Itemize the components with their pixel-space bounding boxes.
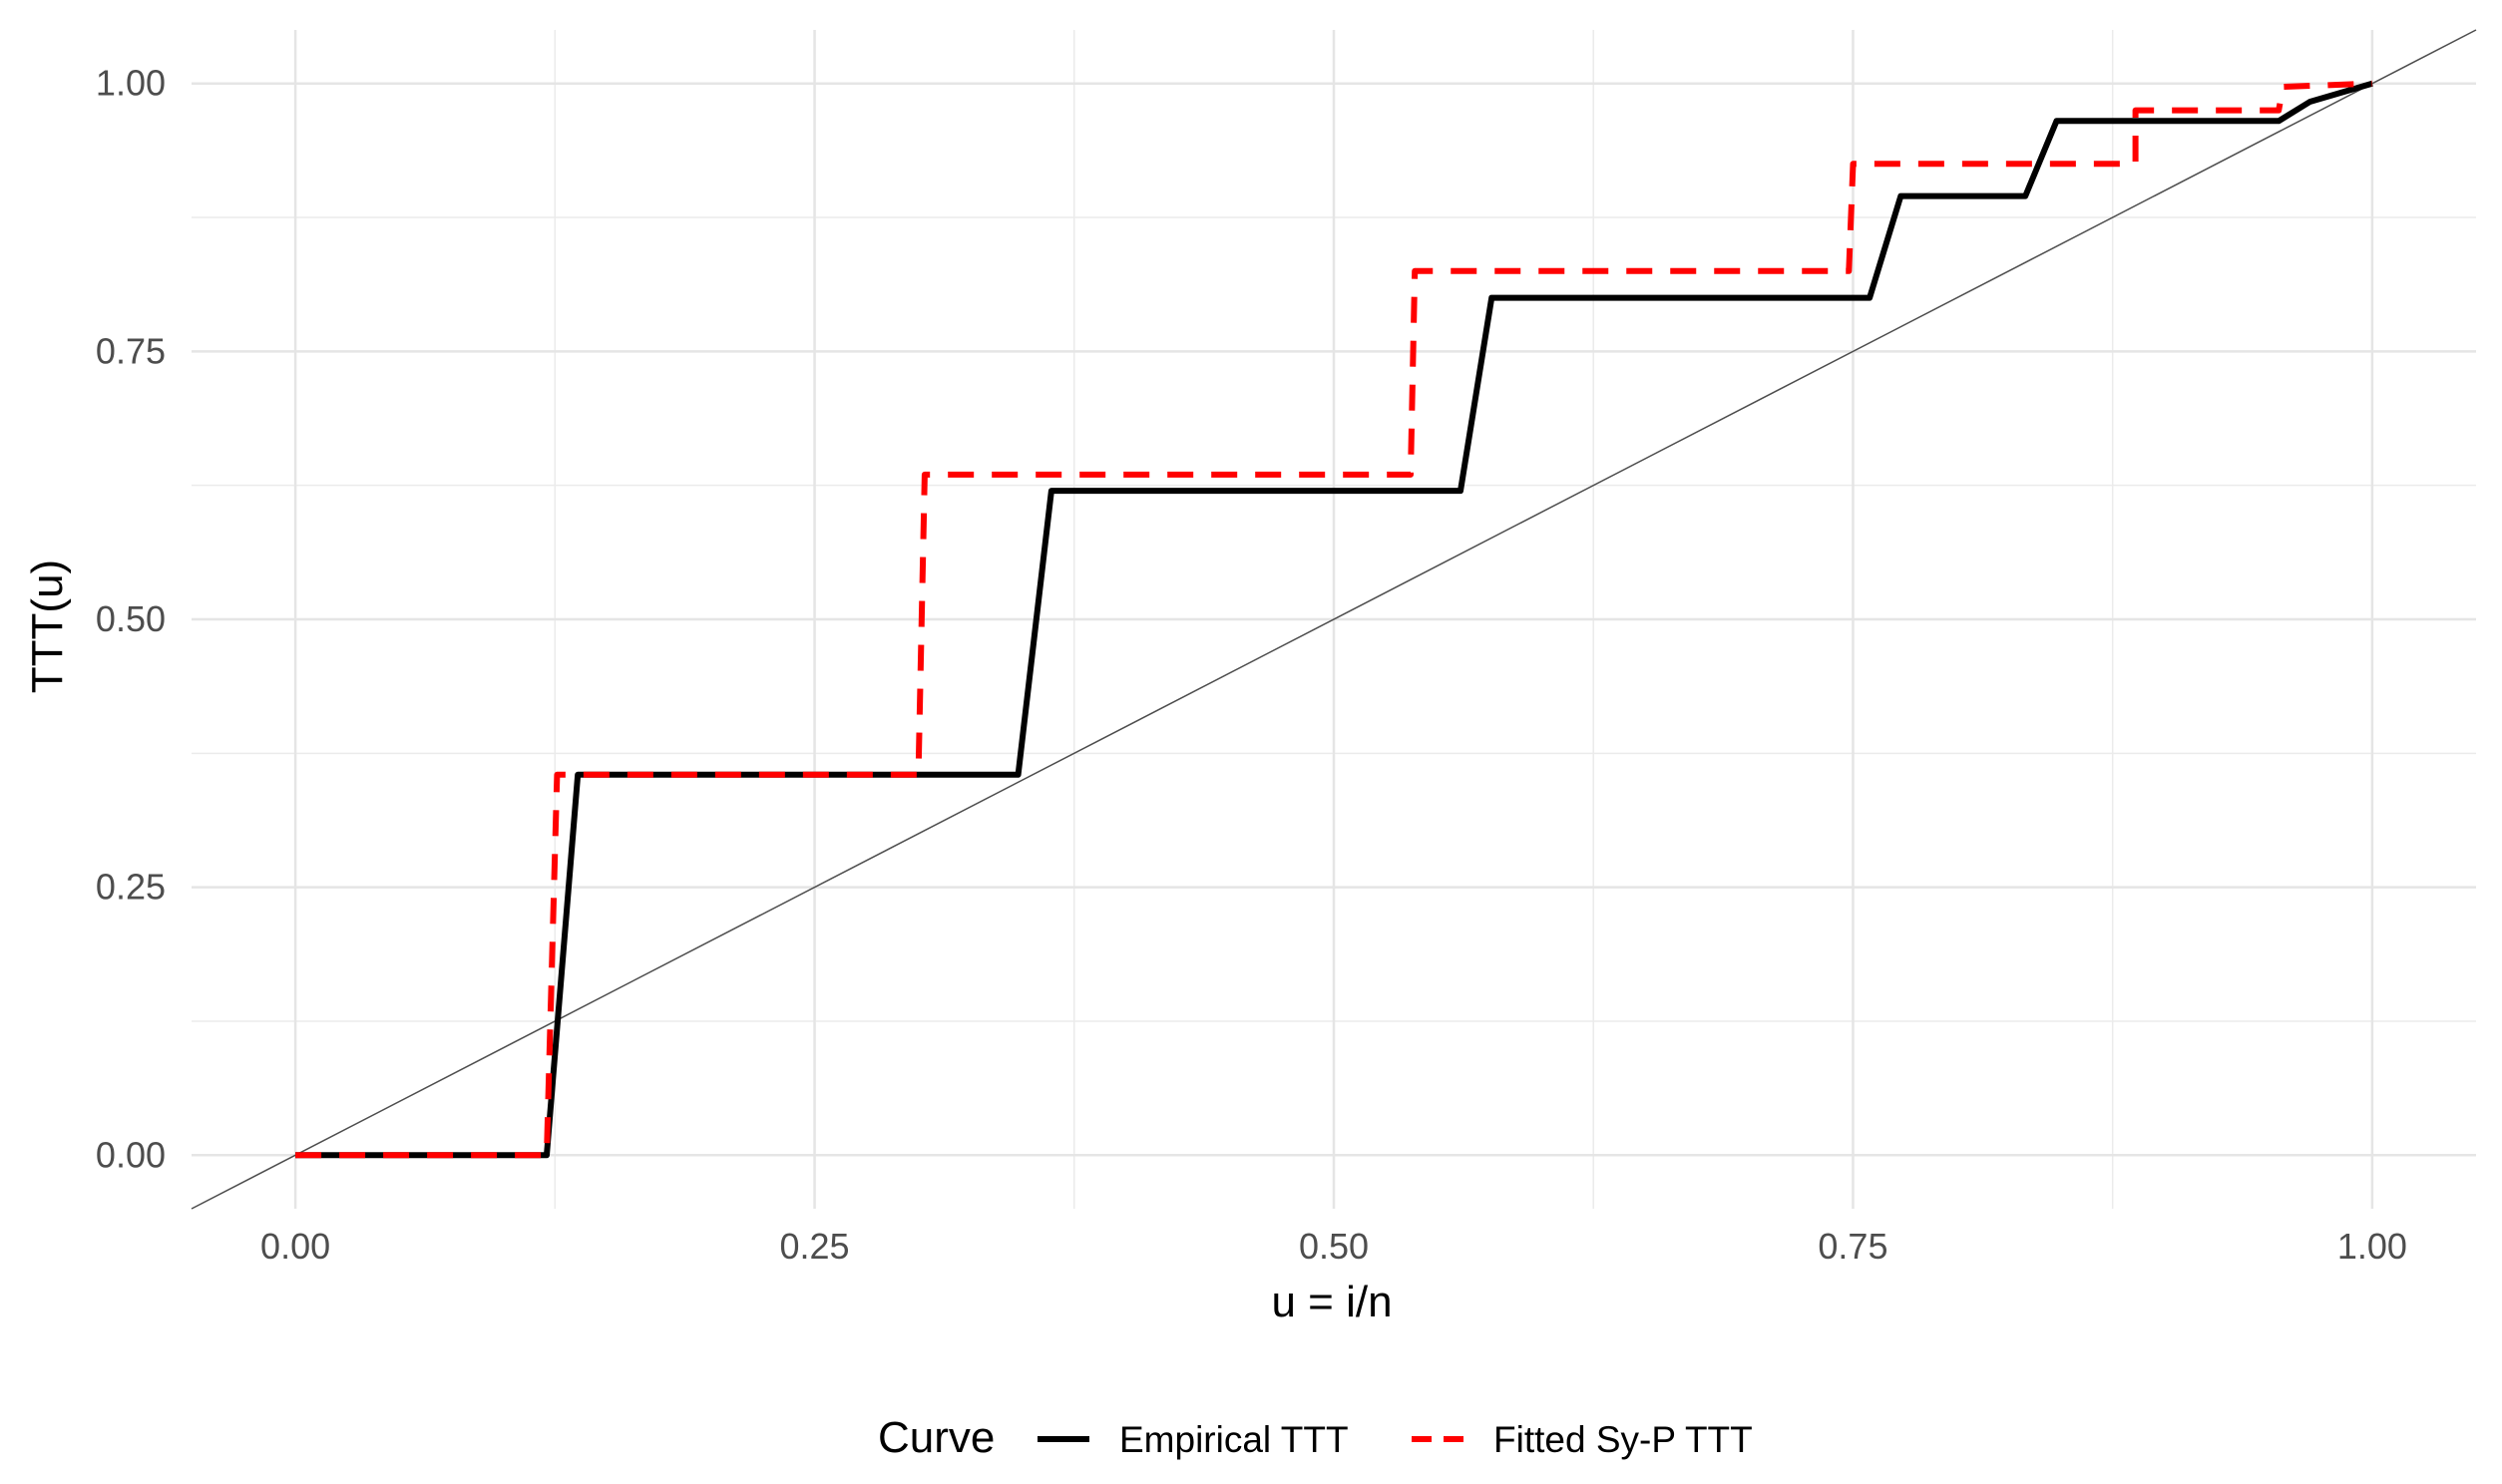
y-axis-tick-labels: 0.00 0.25 0.50 0.75 1.00 — [96, 63, 166, 1176]
legend-label-empirical: Empirical TTT — [1119, 1419, 1349, 1460]
y-tick-label: 0.75 — [96, 330, 166, 371]
y-tick-label: 0.00 — [96, 1134, 166, 1175]
x-tick-label: 1.00 — [2337, 1226, 2407, 1267]
x-axis-tick-labels: 0.00 0.25 0.50 0.75 1.00 — [260, 1226, 2407, 1267]
x-tick-label: 0.50 — [1299, 1226, 1369, 1267]
x-tick-label: 0.25 — [780, 1226, 850, 1267]
legend-title: Curve — [878, 1413, 995, 1462]
x-axis-title: u = i/n — [1271, 1278, 1392, 1326]
y-tick-label: 1.00 — [96, 63, 166, 104]
x-tick-label: 0.75 — [1818, 1226, 1887, 1267]
reference-line-group — [191, 29, 2477, 1210]
series-layer — [295, 80, 2373, 1159]
legend: Curve Empirical TTT Fitted Sy-P TTT — [878, 1413, 1753, 1462]
x-tick-label: 0.00 — [260, 1226, 330, 1267]
y-axis-title: TTT(u) — [23, 559, 72, 693]
y-tick-label: 0.25 — [96, 867, 166, 908]
reference-line — [191, 29, 2477, 1210]
series-line-fitted — [295, 80, 2373, 1159]
y-tick-label: 0.50 — [96, 598, 166, 639]
legend-label-fitted: Fitted Sy-P TTT — [1493, 1419, 1753, 1460]
